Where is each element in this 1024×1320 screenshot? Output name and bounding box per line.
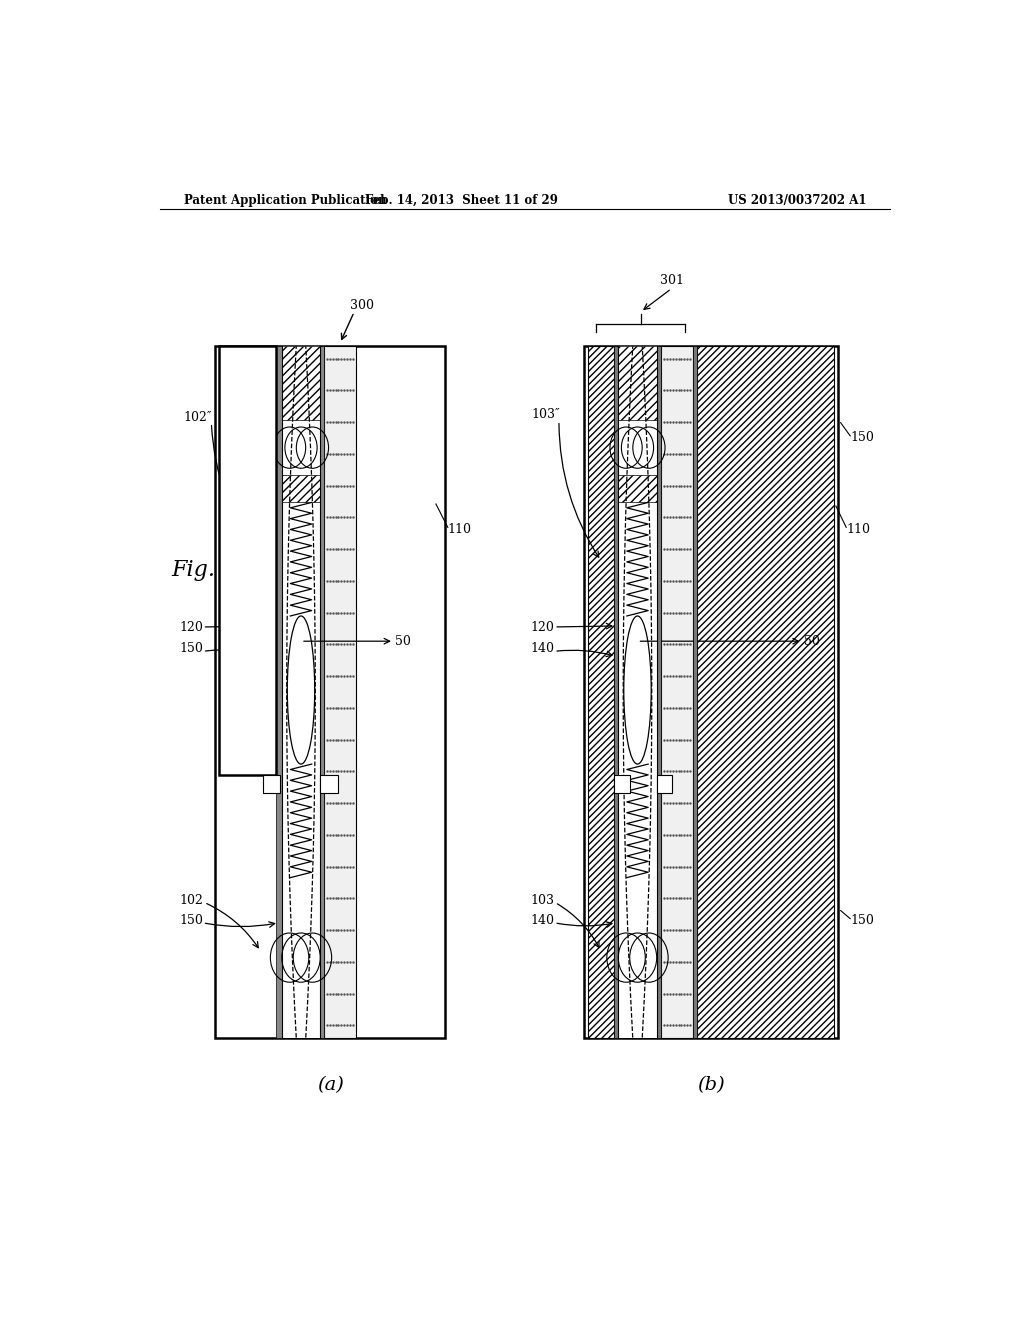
Bar [585,346,839,1038]
Bar [697,346,835,1038]
Bar [263,775,281,793]
Bar [656,346,662,1038]
Text: US 2013/0037202 A1: US 2013/0037202 A1 [727,194,866,207]
Bar [662,346,693,1038]
Bar [215,346,445,1038]
Text: 102: 102 [179,894,204,907]
Bar [656,775,673,793]
Bar [321,346,324,1038]
Text: 140: 140 [530,915,554,927]
Text: 150: 150 [850,432,874,445]
Bar [693,346,697,1038]
Text: 50: 50 [804,635,820,648]
Text: 301: 301 [659,275,684,288]
Text: Patent Application Publication: Patent Application Publication [183,194,386,207]
Text: Feb. 14, 2013  Sheet 11 of 29: Feb. 14, 2013 Sheet 11 of 29 [365,194,558,207]
Text: 103: 103 [530,894,554,907]
Bar [282,346,321,421]
Text: (b): (b) [697,1076,725,1094]
Bar [282,475,321,503]
Text: 120: 120 [179,622,204,635]
Bar [321,775,338,793]
Text: 50: 50 [395,635,412,648]
Bar [282,346,321,1038]
Bar [219,346,276,775]
Text: 150: 150 [179,915,204,927]
Text: 150: 150 [179,642,204,655]
Text: 120: 120 [530,622,554,635]
Bar [324,346,355,1038]
Text: 300: 300 [350,300,374,313]
Text: (a): (a) [317,1076,344,1094]
Bar [618,475,656,503]
Bar [276,346,282,1038]
Text: 110: 110 [846,523,870,536]
Text: 150: 150 [850,915,874,927]
Bar [613,346,618,1038]
Text: 102″: 102″ [183,411,212,424]
Text: 103″: 103″ [531,408,560,421]
Text: 140: 140 [530,642,554,655]
Bar [618,346,656,1038]
Bar [613,775,630,793]
Bar [618,346,656,421]
Bar [588,346,613,1038]
Text: Fig. 12: Fig. 12 [172,560,251,581]
Text: 110: 110 [447,523,472,536]
